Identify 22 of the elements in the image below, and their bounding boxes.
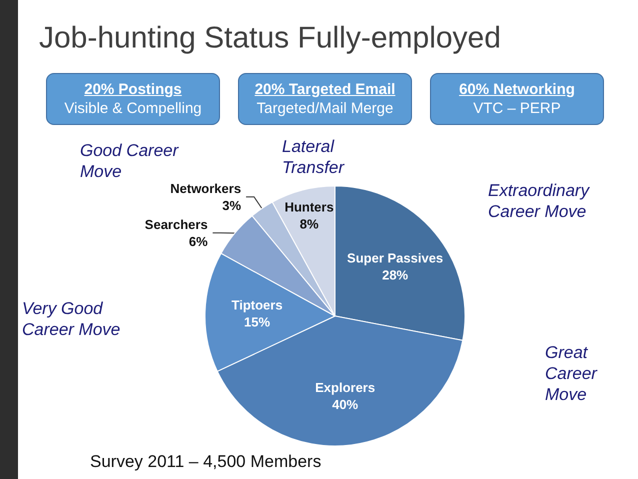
text: Lateral Transfer <box>282 136 346 178</box>
data-label: 40% <box>332 396 359 412</box>
slice-label: Hunters <box>284 199 334 214</box>
data-label: 6% <box>188 234 208 249</box>
text: Survey 2011 – 4,500 Members <box>90 452 322 472</box>
callout-box: 20% Postings Visible & Compelling <box>46 73 220 125</box>
text: Good Career Move <box>80 140 180 182</box>
chart-title: Job-hunting Status Fully-employed <box>39 22 501 54</box>
slice-label: Tiptoers <box>232 298 283 313</box>
callout-box: 60% Networking VTC – PERP <box>430 73 604 125</box>
callout-box: 20% Targeted Email Targeted/Mail Merge <box>238 73 412 125</box>
text: Extraordinary Career Move <box>488 180 591 222</box>
slice-label: Explorers <box>315 380 376 395</box>
slice-label: Searchers <box>144 216 208 232</box>
data-label: 15% <box>244 314 270 330</box>
slice-label: Networkers <box>170 180 242 196</box>
data-label: 3% <box>222 198 242 213</box>
text: Great Career Move <box>545 342 598 405</box>
text: Very Good Career Move <box>22 298 122 340</box>
data-label: 28% <box>382 267 409 282</box>
data-label: 8% <box>300 216 319 232</box>
slice-label: Super Passives <box>347 250 444 266</box>
